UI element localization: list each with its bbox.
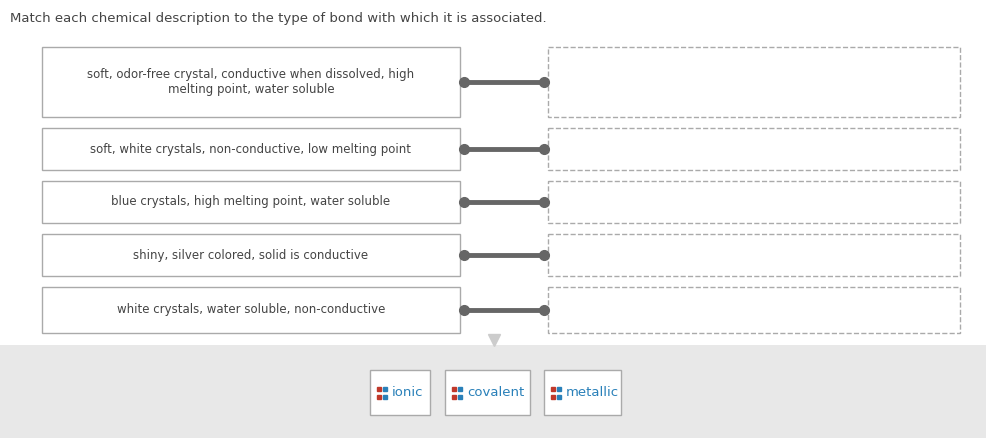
Bar bbox=[42, 234, 459, 276]
Bar bbox=[370, 370, 430, 415]
Bar bbox=[0, 345, 986, 438]
Text: ionic: ionic bbox=[391, 386, 423, 399]
Bar bbox=[42, 181, 459, 223]
Text: white crystals, water soluble, non-conductive: white crystals, water soluble, non-condu… bbox=[116, 304, 385, 317]
Text: metallic: metallic bbox=[565, 386, 618, 399]
Text: blue crystals, high melting point, water soluble: blue crystals, high melting point, water… bbox=[111, 195, 390, 208]
Text: soft, odor-free crystal, conductive when dissolved, high
melting point, water so: soft, odor-free crystal, conductive when… bbox=[88, 68, 414, 96]
Text: Match each chemical description to the type of bond with which it is associated.: Match each chemical description to the t… bbox=[10, 12, 546, 25]
Bar bbox=[42, 47, 459, 117]
Bar bbox=[547, 287, 959, 333]
Bar bbox=[547, 234, 959, 276]
Bar bbox=[547, 128, 959, 170]
Text: shiny, silver colored, solid is conductive: shiny, silver colored, solid is conducti… bbox=[133, 248, 368, 261]
Text: soft, white crystals, non-conductive, low melting point: soft, white crystals, non-conductive, lo… bbox=[91, 142, 411, 155]
Bar bbox=[543, 370, 620, 415]
Text: covalent: covalent bbox=[466, 386, 524, 399]
Bar bbox=[547, 47, 959, 117]
Bar bbox=[547, 181, 959, 223]
Bar bbox=[445, 370, 529, 415]
Bar bbox=[42, 287, 459, 333]
Bar bbox=[42, 128, 459, 170]
